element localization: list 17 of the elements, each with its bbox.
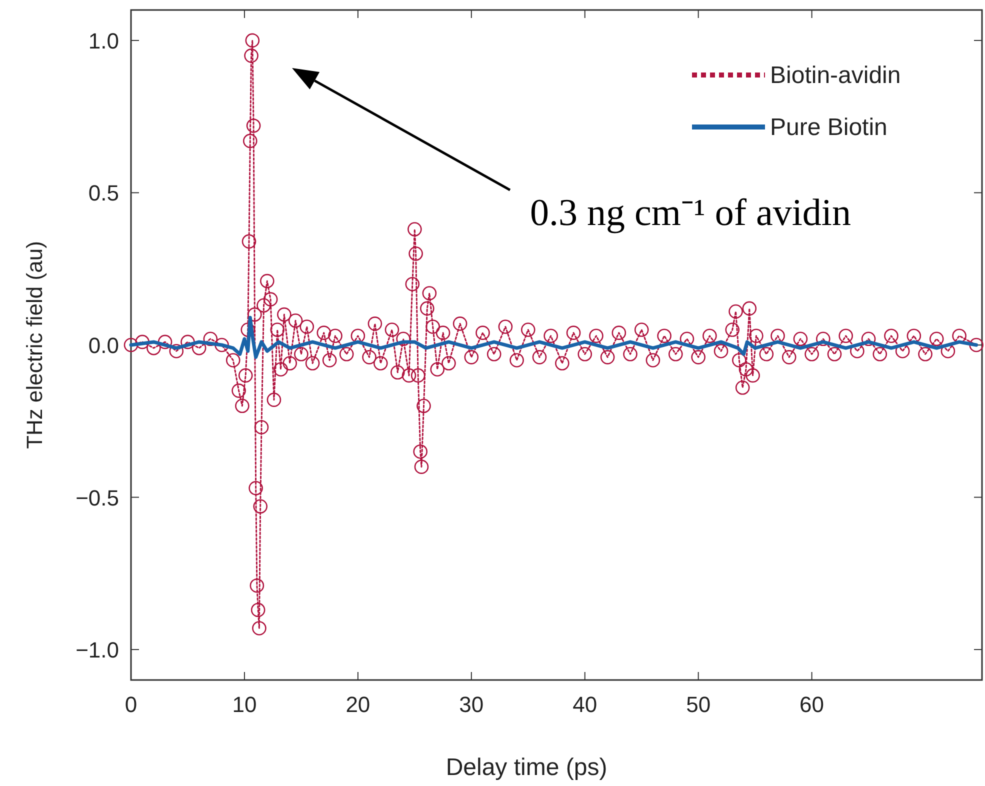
y-tick-label: 1.0 [88, 28, 119, 54]
x-tick-label: 40 [572, 692, 598, 717]
y-tick-label: −1.0 [76, 638, 119, 663]
x-tick-label: 50 [686, 692, 711, 717]
y-tick-label: −0.5 [76, 485, 119, 510]
y-axis-title: THz electric field (au) [22, 241, 47, 449]
x-tick-label: 10 [232, 692, 257, 717]
legend-label: Pure Biotin [770, 114, 888, 141]
y-tick-label: 0.5 [88, 180, 119, 206]
x-tick-label: 60 [800, 692, 824, 717]
legend-label: Biotin-avidin [770, 62, 901, 89]
x-tick-label: 0 [124, 692, 138, 717]
x-tick-label: 20 [346, 692, 370, 717]
y-tick-label: 0.0 [88, 333, 119, 358]
annotation: 0.3 ng cm⁻¹ of avidin [530, 192, 851, 234]
x-tick-label: 30 [459, 692, 484, 717]
x-axis-title: Delay time (ps) [446, 754, 608, 781]
